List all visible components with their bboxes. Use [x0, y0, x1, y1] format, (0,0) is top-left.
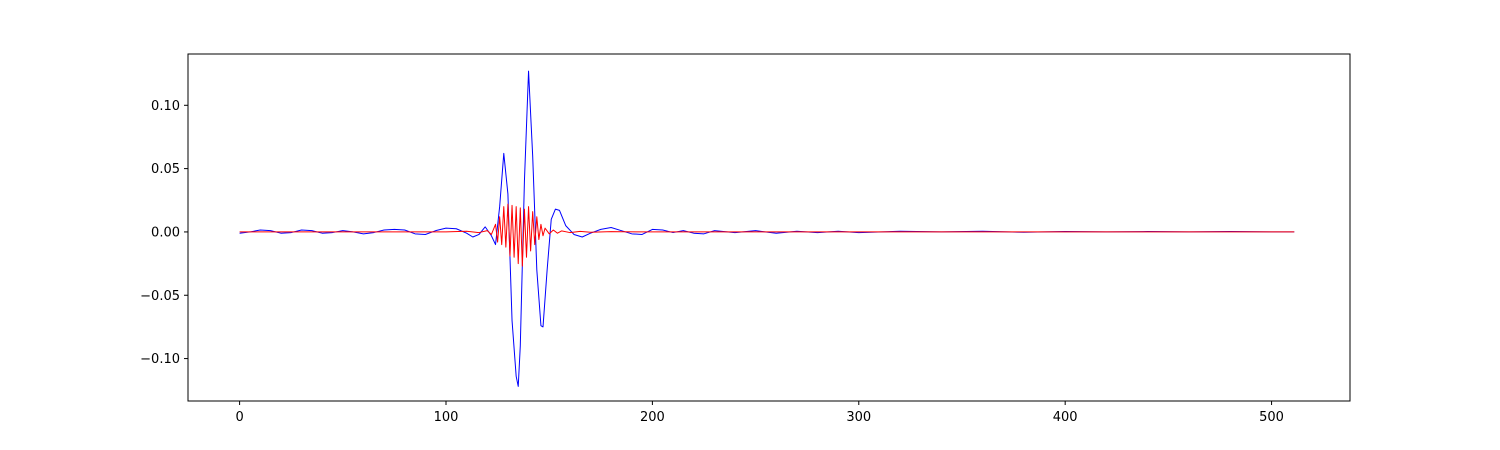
x-tick-label: 300 [846, 410, 871, 425]
axes-frame [187, 53, 1351, 402]
ticks-layer: 0 100 200 300 400 500 −0.10 −0.05 0.00 0.05 0.10 [140, 99, 1284, 425]
series-line-2 [239, 203, 1295, 267]
y-tick-label: 0.05 [151, 162, 180, 177]
x-tick-label: 100 [434, 410, 459, 425]
y-tick-label: 0.10 [151, 99, 180, 114]
series-layer [239, 70, 1295, 387]
y-tick-label: 0.00 [151, 225, 180, 240]
series-line-1 [239, 70, 1295, 387]
x-tick-label: 200 [640, 410, 665, 425]
y-tick-label: −0.05 [140, 289, 180, 304]
plot-area [188, 54, 1350, 401]
x-tick-label: 500 [1259, 410, 1284, 425]
y-tick-label: −0.10 [140, 352, 180, 367]
x-tick-label: 400 [1053, 410, 1078, 425]
x-tick-label: 0 [235, 410, 243, 425]
